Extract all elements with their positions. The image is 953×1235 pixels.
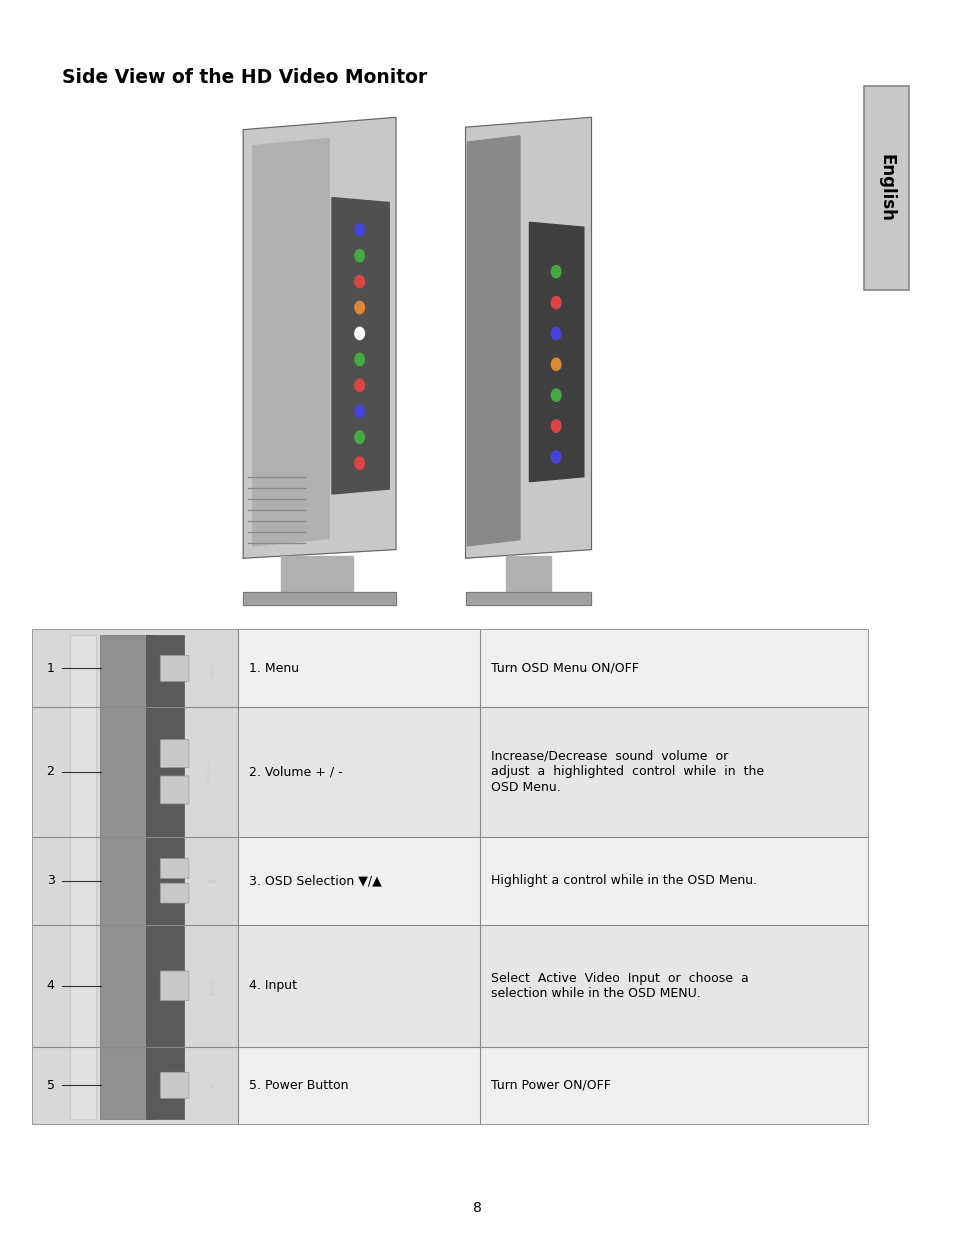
- Polygon shape: [467, 136, 519, 546]
- Polygon shape: [465, 592, 591, 605]
- Polygon shape: [243, 592, 395, 605]
- Text: English: English: [877, 154, 895, 222]
- Text: Select  Active  Video  Input  or  choose  a
selection while in the OSD MENU.: Select Active Video Input or choose a se…: [491, 972, 748, 1000]
- Text: INPUT: INPUT: [210, 977, 215, 995]
- Bar: [237, 836, 867, 925]
- Bar: [237, 925, 867, 1047]
- Text: Turn OSD Menu ON/OFF: Turn OSD Menu ON/OFF: [491, 662, 639, 674]
- Text: Highlight a control while in the OSD Menu.: Highlight a control while in the OSD Men…: [491, 874, 757, 887]
- FancyBboxPatch shape: [160, 858, 189, 878]
- Text: 8: 8: [472, 1200, 481, 1215]
- Circle shape: [551, 420, 560, 432]
- Circle shape: [355, 379, 364, 391]
- Circle shape: [551, 358, 560, 370]
- Text: Increase/Decrease  sound  volume  or
adjust  a  highlighted  control  while  in : Increase/Decrease sound volume or adjust…: [491, 750, 763, 794]
- Polygon shape: [332, 198, 389, 494]
- Bar: [33, 630, 237, 1124]
- FancyBboxPatch shape: [160, 1072, 189, 1098]
- Text: 5: 5: [47, 1079, 54, 1092]
- Text: 2: 2: [47, 766, 54, 778]
- Text: VOL +
  -: VOL + -: [207, 762, 218, 782]
- Text: 4. Input: 4. Input: [249, 979, 297, 992]
- Text: 5. Power Button: 5. Power Button: [249, 1079, 349, 1092]
- FancyBboxPatch shape: [160, 971, 189, 1000]
- Bar: [70, 635, 96, 1119]
- Text: 1: 1: [47, 662, 54, 674]
- Text: MENU: MENU: [210, 659, 215, 678]
- Polygon shape: [253, 138, 329, 546]
- FancyBboxPatch shape: [160, 776, 189, 804]
- Text: Turn Power ON/OFF: Turn Power ON/OFF: [491, 1079, 611, 1092]
- Circle shape: [355, 275, 364, 288]
- Polygon shape: [505, 556, 551, 594]
- Circle shape: [355, 457, 364, 469]
- Bar: [33, 630, 867, 1124]
- Circle shape: [355, 431, 364, 443]
- Text: ▲
▼: ▲ ▼: [207, 878, 218, 883]
- Circle shape: [355, 405, 364, 417]
- Circle shape: [551, 327, 560, 340]
- Text: 4: 4: [47, 979, 54, 992]
- Circle shape: [355, 249, 364, 262]
- Polygon shape: [529, 222, 583, 482]
- Text: 3. OSD Selection ▼/▲: 3. OSD Selection ▼/▲: [249, 874, 382, 887]
- Bar: [863, 86, 908, 290]
- Polygon shape: [281, 556, 353, 594]
- Text: 3: 3: [47, 874, 54, 887]
- Bar: [146, 635, 184, 1119]
- Circle shape: [551, 451, 560, 463]
- Bar: [237, 1047, 867, 1124]
- Polygon shape: [465, 117, 591, 558]
- Circle shape: [551, 389, 560, 401]
- Text: 2. Volume + / -: 2. Volume + / -: [249, 766, 343, 778]
- Circle shape: [355, 353, 364, 366]
- Circle shape: [355, 224, 364, 236]
- Circle shape: [551, 296, 560, 309]
- Polygon shape: [243, 117, 395, 558]
- FancyBboxPatch shape: [160, 883, 189, 903]
- Text: φ: φ: [210, 1083, 215, 1087]
- Bar: [237, 706, 867, 836]
- Circle shape: [551, 266, 560, 278]
- Text: Side View of the HD Video Monitor: Side View of the HD Video Monitor: [62, 68, 427, 86]
- Circle shape: [355, 327, 364, 340]
- Bar: [237, 630, 867, 706]
- Text: 1. Menu: 1. Menu: [249, 662, 299, 674]
- FancyBboxPatch shape: [160, 656, 189, 682]
- Bar: [100, 635, 152, 1119]
- Circle shape: [355, 301, 364, 314]
- FancyBboxPatch shape: [160, 740, 189, 768]
